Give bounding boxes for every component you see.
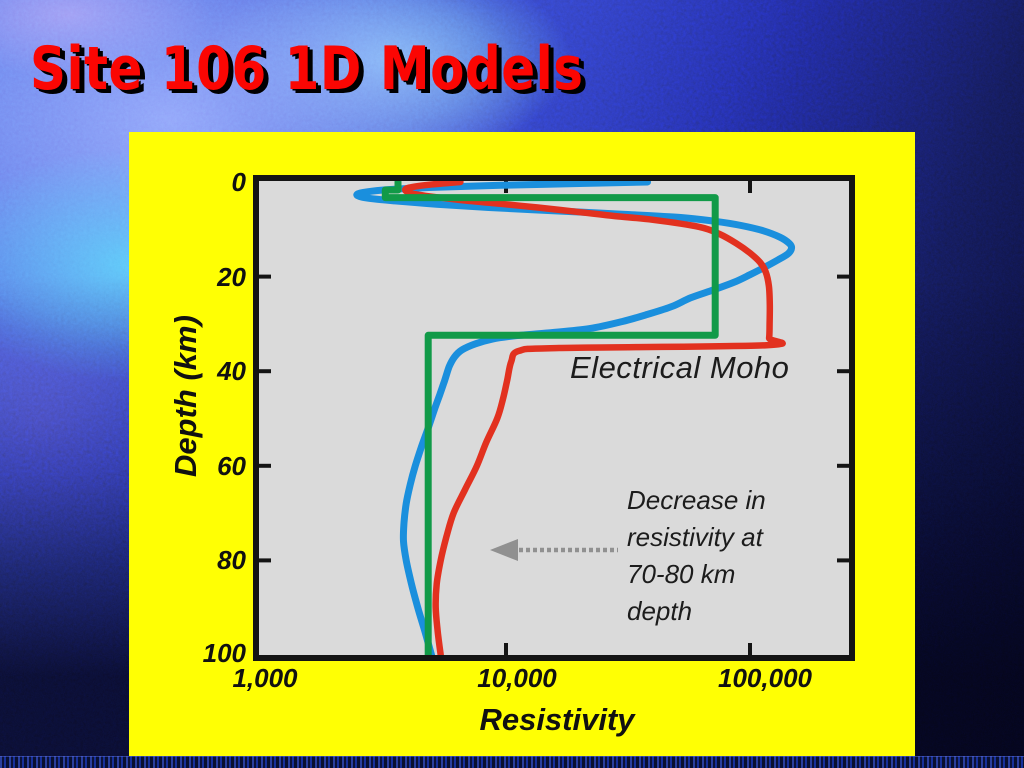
x-axis-title: Resistivity — [479, 702, 635, 737]
curve-red-inversion-model — [402, 181, 786, 655]
decrease-arrow-head — [490, 539, 518, 561]
decrease-note-line-2: resistivity at — [627, 522, 763, 552]
y-tick-label-80: 80 — [217, 545, 246, 575]
y-tick-label-20: 20 — [217, 262, 246, 292]
curve-blue-inversion-model — [353, 181, 796, 655]
y-tick-label-40: 40 — [217, 356, 246, 386]
chart-series — [353, 181, 796, 655]
decrease-note-line-3: 70-80 km — [627, 559, 736, 589]
axis-ticks — [259, 181, 849, 655]
electrical-moho-annotation: Electrical Moho — [570, 350, 790, 385]
x-tick-label-10000: 10,000 — [477, 663, 557, 693]
x-tick-label-1000: 1,000 — [232, 663, 298, 693]
decrease-note-line-1: Decrease in — [627, 485, 766, 515]
y-tick-label-100: 100 — [202, 638, 246, 668]
slide-title: Site 106 1D Models — [30, 34, 584, 104]
background-bottom-band — [0, 756, 1024, 768]
y-axis-title: Depth (km) — [168, 315, 203, 477]
y-tick-label-60: 60 — [217, 451, 246, 481]
curve-green-layered-model — [381, 181, 719, 655]
decrease-note-annotation: Decrease in resistivity at 70-80 km dept… — [627, 482, 797, 630]
x-tick-label-100000: 100,000 — [718, 663, 812, 693]
y-tick-label-0: 0 — [231, 167, 246, 197]
decrease-note-line-4: depth — [627, 596, 693, 626]
plot-area — [253, 175, 855, 661]
decrease-arrow — [490, 539, 618, 561]
